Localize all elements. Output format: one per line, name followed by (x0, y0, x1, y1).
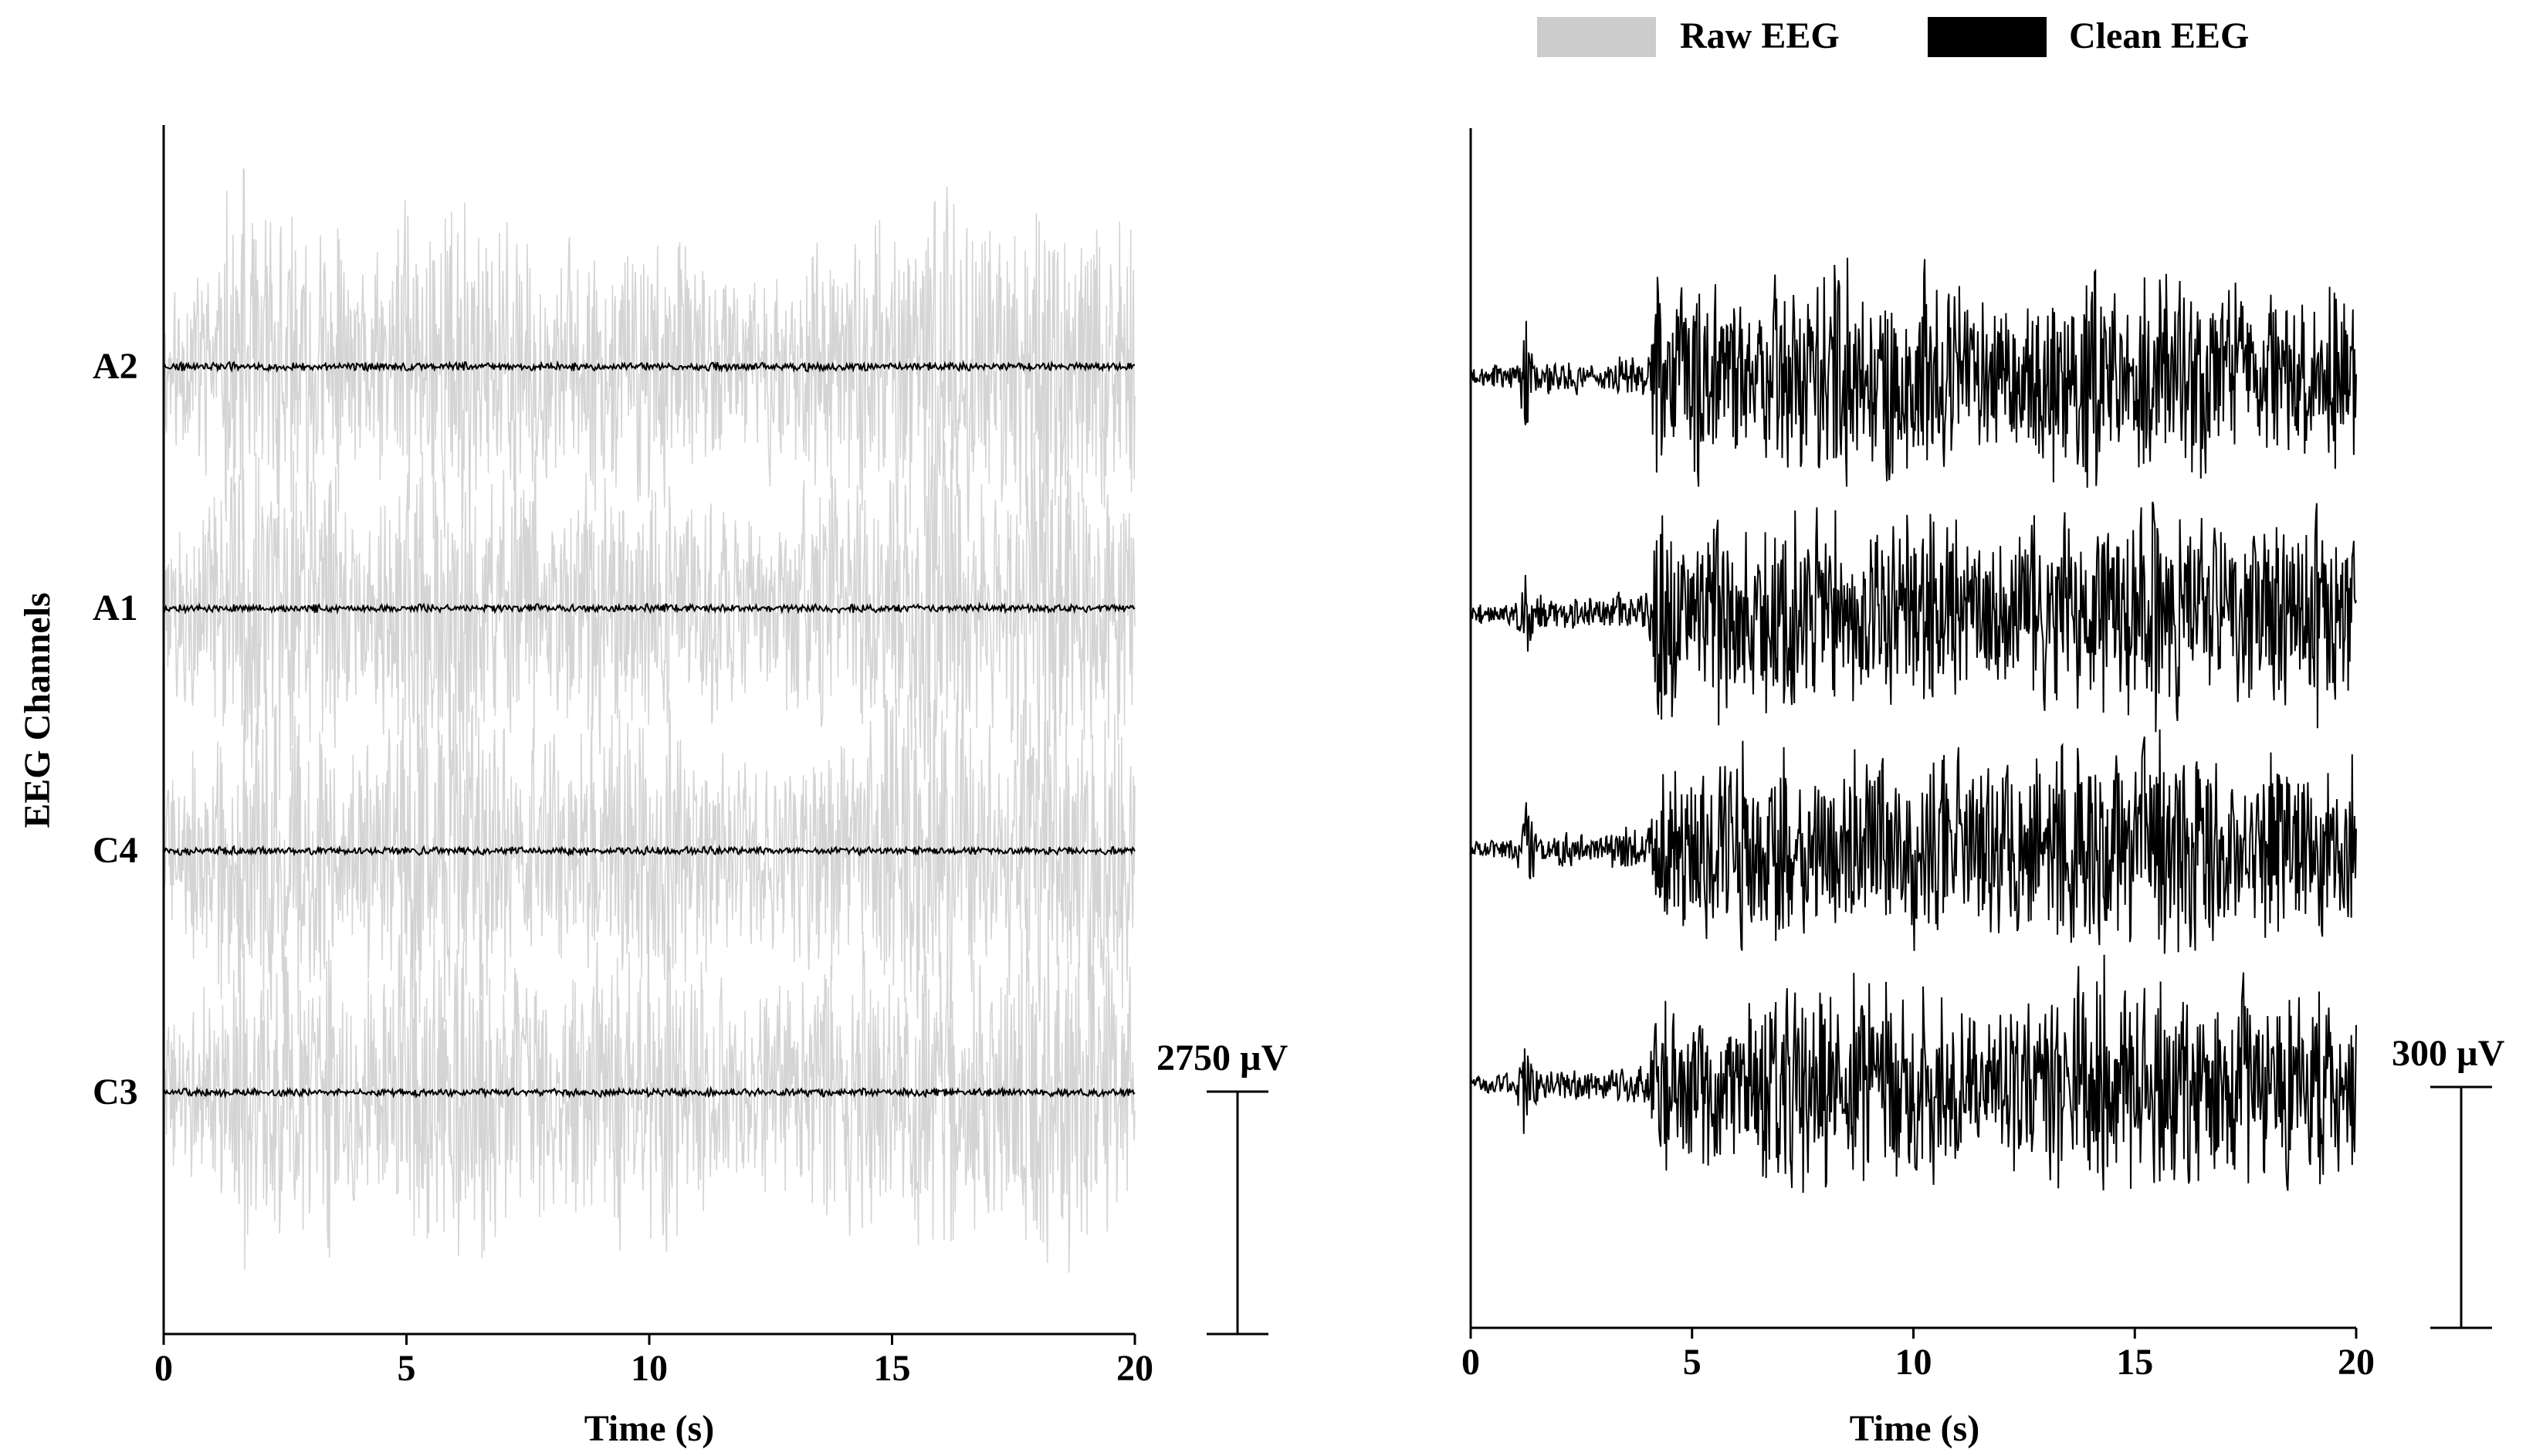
left-x-axis-label: Time (s) (584, 1408, 714, 1449)
legend-label-raw-eeg: Raw EEG (1680, 15, 1840, 56)
left-clean-trace-a2 (163, 360, 1136, 374)
left-clean-trace-c3 (163, 1085, 1136, 1099)
left-x-tick-label-5: 5 (398, 1348, 416, 1389)
left-scale-bar: 2750 µV (1156, 1038, 1288, 1336)
legend-swatch-clean-eeg (1928, 17, 2047, 57)
right-x-ticks: 0 5 10 15 20 (1461, 1328, 2375, 1383)
right-x-axis-label: Time (s) (1850, 1408, 1979, 1449)
left-x-tick-label-20: 20 (1116, 1348, 1153, 1389)
right-x-tick-label-5: 5 (1683, 1342, 1702, 1383)
right-scale-bar: 300 µV (2392, 1033, 2505, 1329)
left-scale-bar-label: 2750 µV (1156, 1038, 1288, 1078)
right-x-tick-label-0: 0 (1461, 1342, 1480, 1383)
channel-label-c3: C3 (93, 1072, 138, 1112)
left-y-axis-label: EEG Channels (17, 592, 58, 828)
left-raw-eeg-traces (163, 168, 1136, 1273)
left-clean-trace-c4 (163, 844, 1136, 857)
channel-label-c4: C4 (93, 830, 138, 871)
legend: Raw EEG Clean EEG (1537, 15, 2249, 57)
left-x-tick-label-0: 0 (154, 1348, 173, 1389)
right-x-tick-label-10: 10 (1895, 1342, 1932, 1383)
left-raw-trace-a1 (163, 403, 1136, 801)
right-clean-eeg-traces (1470, 257, 2357, 1194)
channel-label-a1: A1 (93, 587, 138, 628)
right-scale-bar-label: 300 µV (2392, 1033, 2505, 1074)
left-raw-trace-c3 (163, 889, 1136, 1273)
legend-label-clean-eeg: Clean EEG (2069, 15, 2249, 56)
left-x-tick-label-10: 10 (631, 1348, 668, 1389)
left-raw-trace-a2 (163, 168, 1136, 571)
right-clean-trace-a1 (1470, 501, 2357, 733)
right-clean-trace-c3 (1470, 954, 2357, 1194)
legend-swatch-raw-eeg (1537, 17, 1656, 57)
left-clean-eeg-traces (163, 360, 1136, 1099)
channel-label-a2: A2 (93, 346, 138, 387)
right-x-tick-label-20: 20 (2338, 1342, 2375, 1383)
right-clean-trace-c4 (1470, 729, 2357, 954)
right-panel: 0 5 10 15 20 Time (s) 300 µV (1461, 128, 2505, 1449)
right-x-tick-label-15: 15 (2116, 1342, 2153, 1383)
left-clean-trace-a1 (163, 601, 1136, 615)
left-x-tick-label-15: 15 (874, 1348, 911, 1389)
left-panel: 0 5 10 15 20 Time (s) EEG Channels A2 A1 C4 … (17, 125, 1288, 1449)
right-clean-trace-a2 (1470, 257, 2357, 488)
left-raw-trace-c4 (163, 655, 1136, 1036)
left-x-ticks: 0 5 10 15 20 (154, 1334, 1153, 1389)
